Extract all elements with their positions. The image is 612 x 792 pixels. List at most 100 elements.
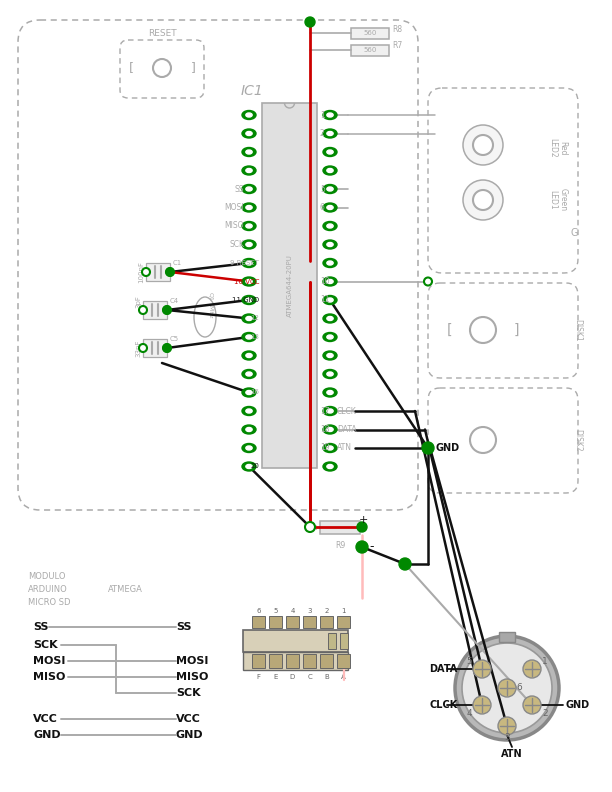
Ellipse shape bbox=[323, 166, 337, 175]
Ellipse shape bbox=[242, 258, 256, 268]
Text: LED2: LED2 bbox=[548, 138, 558, 158]
Text: DISK2: DISK2 bbox=[573, 428, 583, 451]
Bar bbox=[143, 301, 167, 319]
Text: MICRO SD: MICRO SD bbox=[28, 598, 70, 607]
Bar bbox=[337, 654, 349, 668]
Bar bbox=[319, 654, 332, 668]
Ellipse shape bbox=[327, 409, 333, 413]
Text: VCC: VCC bbox=[176, 714, 201, 724]
Circle shape bbox=[422, 442, 434, 454]
Text: 12: 12 bbox=[250, 315, 259, 322]
Text: Q1: Q1 bbox=[208, 291, 213, 300]
Circle shape bbox=[305, 17, 315, 27]
Ellipse shape bbox=[246, 242, 252, 246]
Ellipse shape bbox=[246, 150, 252, 154]
Text: SCK: SCK bbox=[33, 640, 58, 650]
Circle shape bbox=[473, 696, 491, 714]
Circle shape bbox=[463, 180, 503, 220]
Ellipse shape bbox=[246, 446, 252, 450]
Ellipse shape bbox=[246, 464, 252, 469]
Text: 1: 1 bbox=[341, 608, 346, 614]
Ellipse shape bbox=[246, 280, 252, 284]
Ellipse shape bbox=[242, 111, 256, 120]
Text: 100nF: 100nF bbox=[138, 261, 144, 283]
Ellipse shape bbox=[323, 222, 337, 230]
Text: ]: ] bbox=[190, 62, 195, 74]
Bar bbox=[269, 654, 282, 668]
Ellipse shape bbox=[327, 372, 333, 376]
Text: 18: 18 bbox=[320, 425, 329, 434]
Text: SS: SS bbox=[234, 185, 244, 193]
Text: ATN: ATN bbox=[501, 749, 523, 759]
Text: 10 VCC: 10 VCC bbox=[234, 279, 259, 284]
Text: F: F bbox=[256, 674, 261, 680]
Text: 2: 2 bbox=[324, 608, 329, 614]
Text: LED1: LED1 bbox=[548, 190, 558, 210]
Ellipse shape bbox=[327, 446, 333, 450]
Ellipse shape bbox=[323, 314, 337, 323]
Ellipse shape bbox=[323, 388, 337, 397]
Ellipse shape bbox=[246, 113, 252, 117]
Bar bbox=[252, 654, 264, 668]
Text: 6: 6 bbox=[320, 203, 325, 212]
Bar bbox=[143, 339, 167, 357]
Ellipse shape bbox=[327, 205, 333, 210]
Text: 5: 5 bbox=[466, 657, 472, 665]
Text: DISK1: DISK1 bbox=[573, 318, 583, 341]
Circle shape bbox=[470, 427, 496, 453]
Text: GND: GND bbox=[436, 443, 460, 453]
Text: +: + bbox=[358, 515, 368, 525]
Ellipse shape bbox=[242, 351, 256, 360]
Ellipse shape bbox=[323, 203, 337, 212]
Bar bbox=[286, 654, 299, 668]
Ellipse shape bbox=[327, 131, 333, 135]
Ellipse shape bbox=[246, 187, 252, 191]
Ellipse shape bbox=[246, 205, 252, 210]
Circle shape bbox=[166, 268, 174, 276]
Text: 1Mhz: 1Mhz bbox=[207, 302, 212, 318]
Bar bbox=[340, 633, 348, 649]
Text: R7: R7 bbox=[392, 41, 402, 51]
Circle shape bbox=[163, 344, 171, 352]
Ellipse shape bbox=[323, 111, 337, 120]
Text: MISO: MISO bbox=[176, 672, 208, 682]
Text: 1: 1 bbox=[320, 111, 325, 120]
Ellipse shape bbox=[323, 444, 337, 452]
Circle shape bbox=[142, 268, 150, 276]
Text: 3: 3 bbox=[504, 733, 510, 743]
Circle shape bbox=[166, 268, 174, 276]
Ellipse shape bbox=[242, 425, 256, 434]
Bar bbox=[351, 44, 389, 55]
Ellipse shape bbox=[327, 224, 333, 228]
Bar bbox=[242, 630, 348, 652]
Text: 16: 16 bbox=[250, 390, 259, 395]
Bar bbox=[286, 616, 299, 628]
Circle shape bbox=[424, 277, 432, 285]
Text: MOSI: MOSI bbox=[33, 656, 65, 666]
Text: 11: 11 bbox=[320, 295, 329, 304]
Ellipse shape bbox=[323, 147, 337, 157]
Ellipse shape bbox=[327, 261, 333, 265]
Text: C: C bbox=[307, 674, 312, 680]
Text: 560: 560 bbox=[364, 47, 377, 53]
Ellipse shape bbox=[323, 240, 337, 249]
Text: 5: 5 bbox=[320, 185, 325, 193]
Ellipse shape bbox=[323, 370, 337, 379]
Text: 560: 560 bbox=[364, 30, 377, 36]
Circle shape bbox=[473, 135, 493, 155]
Circle shape bbox=[399, 558, 411, 570]
Text: Red: Red bbox=[559, 141, 567, 155]
Ellipse shape bbox=[327, 353, 333, 357]
Ellipse shape bbox=[327, 280, 333, 284]
Circle shape bbox=[139, 306, 147, 314]
Text: 3: 3 bbox=[307, 608, 312, 614]
Text: DATA: DATA bbox=[429, 664, 457, 674]
Text: 20: 20 bbox=[250, 463, 259, 470]
Text: 4: 4 bbox=[466, 709, 472, 718]
Text: 6: 6 bbox=[516, 683, 522, 692]
Text: SS: SS bbox=[176, 622, 192, 632]
Bar bbox=[302, 654, 316, 668]
Ellipse shape bbox=[246, 428, 252, 432]
Text: VCC: VCC bbox=[33, 714, 58, 724]
Ellipse shape bbox=[246, 390, 252, 394]
